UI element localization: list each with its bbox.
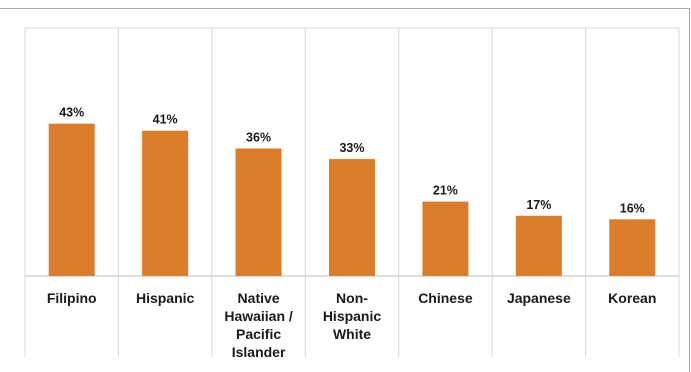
category-label: Non- Hispanic White xyxy=(323,290,382,342)
category-label-line: Native xyxy=(238,290,280,306)
value-label: 36% xyxy=(246,130,271,144)
category-label-line: Korean xyxy=(608,290,656,306)
category-label-line: Hispanic xyxy=(323,308,382,324)
frame-border-right xyxy=(689,8,690,372)
value-labels: 43% 41% 36% 33% 21% 17% 16% xyxy=(59,106,645,216)
bar xyxy=(48,123,95,277)
category-label-line: Filipino xyxy=(47,290,97,306)
category-label: Hispanic xyxy=(136,290,195,306)
category-label-line: Hispanic xyxy=(136,290,195,306)
value-label: 41% xyxy=(153,113,178,127)
category-label: Native Hawaiian / Pacific Islander xyxy=(224,290,293,360)
category-label: Japanese xyxy=(507,290,571,306)
category-label-line: Chinese xyxy=(418,290,473,306)
value-label: 43% xyxy=(59,106,84,120)
category-labels: Filipino Hispanic Native Hawaiian / Pacific I… xyxy=(47,290,657,360)
category-label: Chinese xyxy=(418,290,473,306)
value-label: 21% xyxy=(433,184,458,198)
category-label: Korean xyxy=(608,290,656,306)
value-label: 17% xyxy=(526,198,551,212)
bar xyxy=(142,130,189,276)
category-label-line: Islander xyxy=(232,344,286,360)
category-label-line: Hawaiian / xyxy=(224,308,293,324)
category-label-line: White xyxy=(333,326,371,342)
category-label: Filipino xyxy=(47,290,97,306)
category-label-line: Non- xyxy=(336,290,368,306)
category-label-line: Japanese xyxy=(507,290,571,306)
bar xyxy=(422,201,469,276)
bar xyxy=(329,159,375,276)
value-label: 16% xyxy=(620,201,645,215)
bar xyxy=(235,148,282,276)
category-label-line: Pacific xyxy=(236,326,281,342)
bars xyxy=(48,123,656,277)
bar xyxy=(515,215,562,276)
bar xyxy=(609,219,656,276)
value-label: 33% xyxy=(339,141,364,155)
frame-border-top xyxy=(0,8,689,9)
